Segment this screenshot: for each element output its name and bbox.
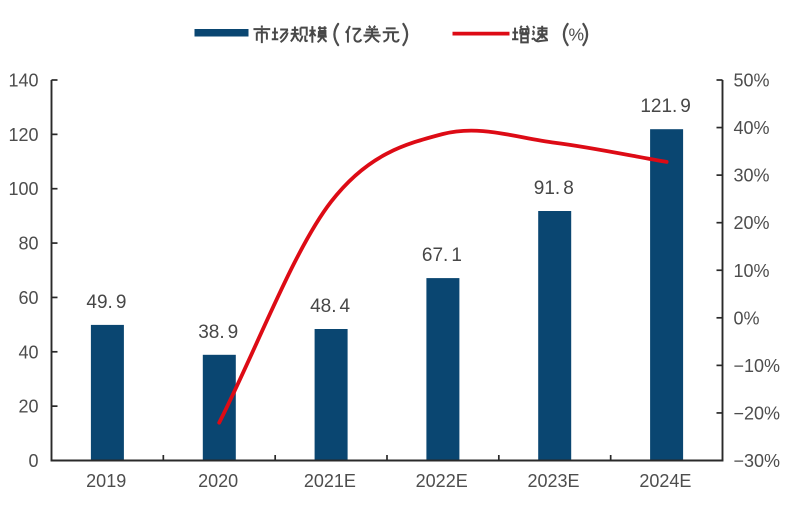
svg-text:40%: 40% <box>734 118 770 138</box>
svg-text:20%: 20% <box>734 213 770 233</box>
svg-text:−20%: −20% <box>734 403 781 423</box>
svg-text:2021E: 2021E <box>304 471 356 491</box>
svg-text:2024E: 2024E <box>639 471 691 491</box>
svg-text:−10%: −10% <box>734 356 781 376</box>
svg-text:140: 140 <box>8 71 38 91</box>
svg-text:10%: 10% <box>734 261 770 281</box>
svg-text:38.9: 38. 9 <box>198 322 238 343</box>
svg-text:30%: 30% <box>734 166 770 186</box>
svg-text:80: 80 <box>18 234 38 254</box>
svg-text:2022E: 2022E <box>416 471 468 491</box>
svg-text:2019: 2019 <box>86 471 126 491</box>
svg-text:91.8: 91. 8 <box>534 178 574 199</box>
svg-text:20: 20 <box>18 397 38 417</box>
svg-text:120: 120 <box>8 125 38 145</box>
svg-text:0: 0 <box>28 451 38 471</box>
svg-text:0%: 0% <box>734 308 760 328</box>
svg-text:−30%: −30% <box>734 451 781 471</box>
svg-text:60: 60 <box>18 288 38 308</box>
svg-text:49.9: 49. 9 <box>86 292 126 313</box>
svg-text:50%: 50% <box>734 71 770 91</box>
svg-text:121.9: 121. 9 <box>640 96 691 117</box>
svg-text:2020: 2020 <box>198 471 238 491</box>
svg-text:%: % <box>569 25 585 45</box>
svg-text:2023E: 2023E <box>527 471 579 491</box>
svg-text:48.4: 48. 4 <box>310 296 350 317</box>
svg-text:67.1: 67. 1 <box>422 245 462 266</box>
svg-text:100: 100 <box>8 179 38 199</box>
svg-text:40: 40 <box>18 342 38 362</box>
